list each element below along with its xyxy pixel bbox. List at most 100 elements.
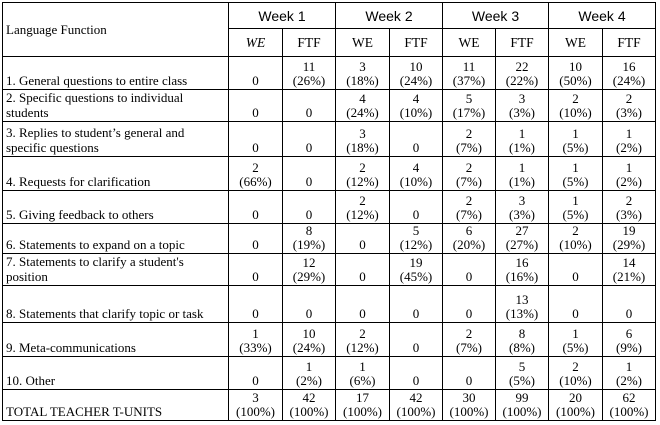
cell: 4 (24%)	[335, 89, 390, 122]
cell-line: 2	[572, 223, 579, 238]
cell-line: 2	[359, 160, 366, 175]
cell-line: 0	[252, 73, 259, 88]
cell-line: (5%)	[562, 174, 589, 189]
cell: 0	[228, 56, 283, 90]
cell-line: 4	[412, 91, 420, 106]
cell: 0	[335, 253, 390, 286]
cell: 42 (100%)	[282, 389, 336, 421]
cell: 3 (3%)	[495, 89, 549, 122]
cell-line: (3%)	[509, 207, 535, 222]
cell-line: 0	[305, 174, 313, 189]
cell-line: 11	[462, 59, 476, 74]
cell: 16 (16%)	[495, 253, 549, 286]
cell: 5 (5%)	[495, 356, 549, 390]
cell: 1 (2%)	[602, 356, 656, 390]
cell-line: 2	[465, 160, 473, 175]
cell-line: 99	[515, 390, 529, 405]
cell-line: 10	[302, 326, 316, 341]
cell-line: 0	[572, 269, 579, 284]
row-label: 3. Replies to student’s general and spec…	[2, 121, 229, 157]
cell-line: (12%)	[346, 174, 379, 189]
sub-header: FTF	[495, 28, 549, 57]
cell-line: (7%)	[456, 174, 482, 189]
cell: 2 (12%)	[335, 322, 390, 357]
table-body: 1. General questions to entire class 0 11(…	[2, 56, 656, 421]
cell-line: 2	[252, 160, 259, 175]
cell: 19 (29%)	[602, 223, 656, 254]
cell: 0	[548, 285, 603, 323]
table-header: Language Function Week 1 Week 2 Week 3 Week …	[2, 2, 656, 57]
cell-line: (19%)	[292, 237, 326, 252]
cell-line: (7%)	[456, 340, 482, 355]
cell: 10 (24%)	[389, 56, 443, 90]
cell: 0	[389, 121, 443, 157]
cell: 1 (5%)	[548, 322, 603, 357]
cell: 0	[389, 190, 443, 224]
cell: 1 (2%)	[602, 121, 656, 157]
cell: 2 (7%)	[442, 156, 496, 191]
cell: 4 (10%)	[389, 156, 443, 191]
cell-line: (29%)	[292, 269, 326, 284]
cell: 0	[335, 223, 390, 254]
cell-line: 62	[622, 390, 636, 405]
cell-line: 2	[572, 91, 579, 106]
subheader-row: WE FTF WE FTF WE FTF WE FTF	[3, 28, 656, 57]
cell-line: (10%)	[399, 174, 433, 189]
cell-line: 2	[359, 193, 366, 208]
cell-line: 10	[569, 59, 582, 74]
sub-header: FTF	[602, 28, 656, 57]
cell: 2 (7%)	[442, 190, 496, 224]
cell-line: 5	[465, 91, 473, 106]
table-row: 2. Specific questions to individual stud…	[2, 89, 656, 122]
cell-line: 1	[572, 326, 579, 341]
cell-line: (12%)	[399, 237, 433, 252]
cell: 14 (21%)	[602, 253, 656, 286]
row-label: 8. Statements that clarify topic or task	[2, 285, 229, 323]
cell-line: 0	[305, 140, 313, 155]
cell-line: (20%)	[452, 237, 486, 252]
cell: 8 (19%)	[282, 223, 336, 254]
cell-line: 42	[302, 390, 316, 405]
cell-line: (10%)	[559, 105, 592, 120]
cell-line: 14	[622, 255, 636, 270]
cell-line: 3	[518, 193, 526, 208]
cell-line: 0	[305, 207, 313, 222]
cell-line: (17%)	[452, 105, 486, 120]
cell: 0	[228, 285, 283, 323]
cell: 62 (100%)	[602, 389, 656, 421]
cell-line: 1	[625, 126, 633, 141]
cell-line: 0	[252, 306, 259, 321]
cell-line: 16	[515, 255, 529, 270]
cell: 1 (1%)	[495, 156, 549, 191]
cell: 2 (3%)	[602, 190, 656, 224]
table-row: 6. Statements to expand on a topic 0 8 (19%…	[2, 223, 656, 254]
cell: 3 (18%)	[335, 121, 390, 157]
cell-line: (5%)	[562, 340, 589, 355]
cell-line: (5%)	[509, 373, 535, 388]
cell-line: 0	[625, 306, 633, 321]
cell-line: 1	[252, 326, 259, 341]
sub-header: FTF	[389, 28, 443, 57]
cell: 2 (7%)	[442, 322, 496, 357]
cell: 0	[389, 285, 443, 323]
cell-line: (24%)	[346, 105, 379, 120]
cell-line: (12%)	[346, 207, 379, 222]
cell-line: (100%)	[502, 404, 542, 419]
column-header: Language Function	[2, 2, 229, 57]
header-row: Language Function Week 1 Week 2 Week 3 Week …	[2, 2, 656, 57]
cell-line: (7%)	[456, 140, 482, 155]
cell-line: 0	[359, 237, 366, 252]
cell-line: 4	[412, 160, 420, 175]
cell: 99 (100%)	[495, 389, 549, 421]
cell-line: 2	[625, 193, 633, 208]
cell-line: 0	[252, 269, 259, 284]
cell: 42 (100%)	[389, 389, 443, 421]
cell-line: 30	[462, 390, 476, 405]
cell-line: (100%)	[449, 404, 489, 419]
cell: 0	[228, 356, 283, 390]
cell-line: (100%)	[236, 404, 275, 419]
cell: 12 (29%)	[282, 253, 336, 286]
cell: 0	[228, 223, 283, 254]
cell-line: (12%)	[346, 340, 379, 355]
cell: 8 (8%)	[495, 322, 549, 357]
